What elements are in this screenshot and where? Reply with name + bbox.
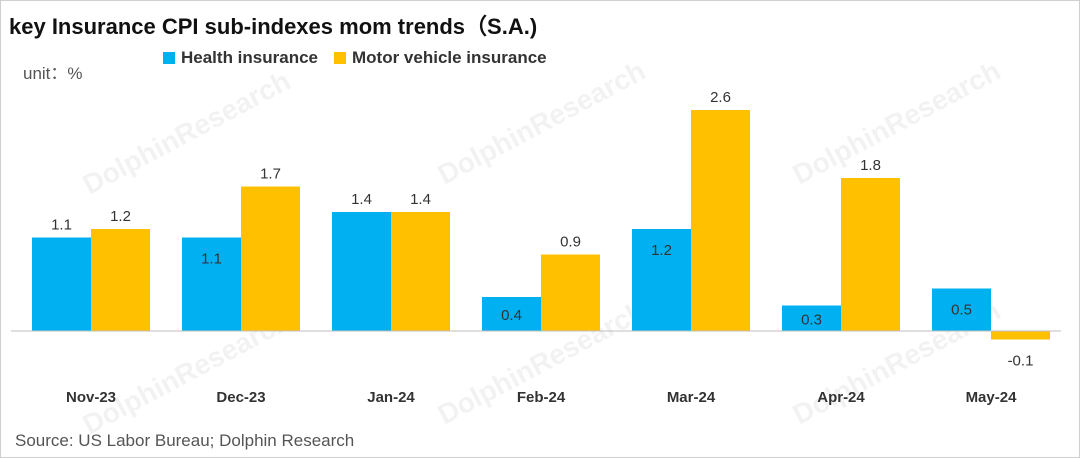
- watermark-2: DolphinResearch: [788, 55, 1006, 190]
- value-label-motor-Feb-24: 0.9: [560, 234, 581, 251]
- source-note: Source: US Labor Bureau; Dolphin Researc…: [15, 431, 355, 450]
- category-label-Feb-24: Feb-24: [517, 389, 566, 406]
- value-label-motor-Mar-24: 2.6: [710, 89, 731, 106]
- value-label-motor-Jan-24: 1.4: [410, 191, 431, 208]
- watermark-1: DolphinResearch: [433, 55, 651, 190]
- value-label-health-Mar-24: 1.2: [651, 242, 672, 259]
- bar-motor-Feb-24: [541, 254, 600, 331]
- legend-swatch-motor: [334, 52, 346, 64]
- category-label-Jan-24: Jan-24: [367, 389, 415, 406]
- category-label-Dec-23: Dec-23: [216, 389, 265, 406]
- legend-label-motor: Motor vehicle insurance: [352, 48, 547, 67]
- value-label-health-Feb-24: 0.4: [501, 307, 522, 324]
- value-label-motor-Apr-24: 1.8: [860, 157, 881, 174]
- legend-item-health: Health insurance: [163, 48, 318, 68]
- legend-label-health: Health insurance: [181, 48, 318, 67]
- bar-health-Nov-23: [32, 237, 91, 331]
- category-label-Nov-23: Nov-23: [66, 389, 116, 406]
- bar-motor-Apr-24: [841, 178, 900, 331]
- value-label-health-Dec-23: 1.1: [201, 251, 222, 268]
- legend-item-motor: Motor vehicle insurance: [334, 48, 547, 68]
- category-label-May-24: May-24: [966, 389, 1018, 406]
- value-label-motor-Dec-23: 1.7: [260, 166, 281, 183]
- value-label-health-Nov-23: 1.1: [51, 217, 72, 234]
- legend: Health insurance Motor vehicle insurance: [163, 48, 563, 68]
- unit-label: unit：%: [23, 64, 83, 83]
- value-label-health-Jan-24: 1.4: [351, 191, 372, 208]
- value-label-health-Apr-24: 0.3: [801, 311, 822, 328]
- bars-layer: [32, 110, 1050, 340]
- bar-motor-Jan-24: [391, 212, 450, 331]
- bar-health-Jan-24: [332, 212, 391, 331]
- bar-motor-Nov-23: [91, 229, 150, 331]
- value-label-motor-May-24: -0.1: [1008, 353, 1034, 370]
- chart-title: key Insurance CPI sub-indexes mom trends…: [9, 14, 538, 39]
- category-label-Mar-24: Mar-24: [667, 389, 716, 406]
- value-label-health-May-24: 0.5: [951, 302, 972, 319]
- bar-motor-Dec-23: [241, 186, 300, 331]
- bar-health-Dec-23: [182, 237, 241, 331]
- category-label-Apr-24: Apr-24: [817, 389, 865, 406]
- value-labels-layer: 1.1 1.2 1.1 1.7 1.4 1.4 0.4 0.9 1.2 2.6 0.3 1.8 0.5 -…: [51, 89, 1033, 370]
- value-label-motor-Nov-23: 1.2: [110, 208, 131, 225]
- bar-motor-Mar-24: [691, 110, 750, 331]
- category-labels-layer: Nov-23 Dec-23 Jan-24 Feb-24 Mar-24 Apr-24 May-…: [66, 389, 1017, 406]
- bar-health-Feb-24: [482, 297, 541, 331]
- bar-health-Apr-24: [782, 305, 841, 331]
- bar-health-May-24: [932, 288, 991, 331]
- legend-swatch-health: [163, 52, 175, 64]
- bar-motor-May-24: [991, 331, 1050, 340]
- bar-health-Mar-24: [632, 229, 691, 331]
